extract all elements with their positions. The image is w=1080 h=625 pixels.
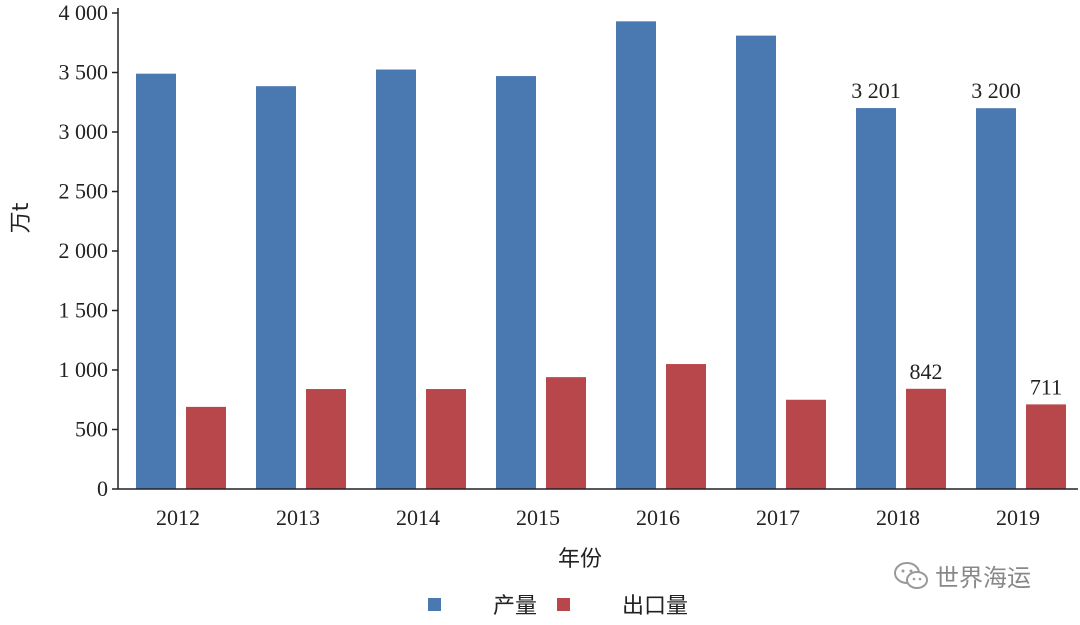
- bar-export-2012: [186, 406, 226, 489]
- x-tick-label: 2012: [156, 505, 200, 530]
- data-label: 3 201: [851, 78, 901, 103]
- x-tick-label: 2018: [876, 505, 920, 530]
- y-tick-label: 1 500: [59, 298, 109, 323]
- bar-production-2013: [256, 86, 296, 489]
- bar-export-2014: [426, 389, 466, 489]
- y-tick-label: 3 500: [59, 60, 109, 85]
- x-axis-title: 年份: [558, 547, 602, 572]
- bar-production-2012: [136, 73, 176, 489]
- bar-export-2019: [1026, 404, 1066, 489]
- legend-swatch-export: [557, 598, 570, 611]
- legend-swatch-production: [428, 598, 441, 611]
- y-tick-label: 2 000: [59, 238, 109, 263]
- legend-label-production: 产量: [493, 594, 537, 619]
- bar-export-2013: [306, 389, 346, 489]
- y-tick-label: 2 500: [59, 179, 109, 204]
- y-tick-label: 3 000: [59, 119, 109, 144]
- bars: [136, 21, 1066, 490]
- data-labels: 3 201 3 200 842 711: [851, 78, 1062, 399]
- bar-production-2019: [976, 108, 1016, 489]
- legend: 产量 出口量: [428, 594, 688, 619]
- y-tick-label: 4 000: [59, 0, 109, 25]
- bar-export-2017: [786, 399, 826, 489]
- x-tick-label: 2015: [516, 505, 560, 530]
- bar-production-2017: [736, 35, 776, 490]
- y-tick-label: 0: [97, 476, 108, 501]
- watermark: 世界海运: [893, 558, 1031, 593]
- bar-production-2015: [496, 76, 536, 489]
- y-tick-label: 1 000: [59, 357, 109, 382]
- wechat-icon: [894, 561, 928, 589]
- x-tick-label: 2013: [276, 505, 320, 530]
- bar-export-2016: [666, 364, 706, 489]
- x-tick-label: 2017: [756, 505, 800, 530]
- data-label: 711: [1030, 374, 1062, 399]
- y-axis-ticks: 0 500 1 000 1 500 2 000 2 500 3 000 3 500 4 000: [59, 0, 118, 501]
- y-tick-label: 500: [75, 417, 108, 442]
- bar-production-2014: [376, 69, 416, 490]
- bar-export-2015: [546, 377, 586, 489]
- data-label: 3 200: [971, 78, 1021, 103]
- bar-production-2018: [856, 108, 896, 490]
- x-tick-label: 2014: [396, 505, 440, 530]
- bar-production-2016: [616, 21, 656, 490]
- watermark-text: 世界海运: [935, 564, 1031, 592]
- y-axis-title: 万t: [9, 202, 34, 233]
- data-label: 842: [910, 359, 943, 384]
- x-axis-ticks: 2012 2013 2014 2015 2016 2017 2018 2019: [156, 505, 1040, 530]
- bar-export-2018: [906, 388, 946, 489]
- x-tick-label: 2016: [636, 505, 680, 530]
- x-tick-label: 2019: [996, 505, 1040, 530]
- legend-label-export: 出口量: [622, 594, 688, 619]
